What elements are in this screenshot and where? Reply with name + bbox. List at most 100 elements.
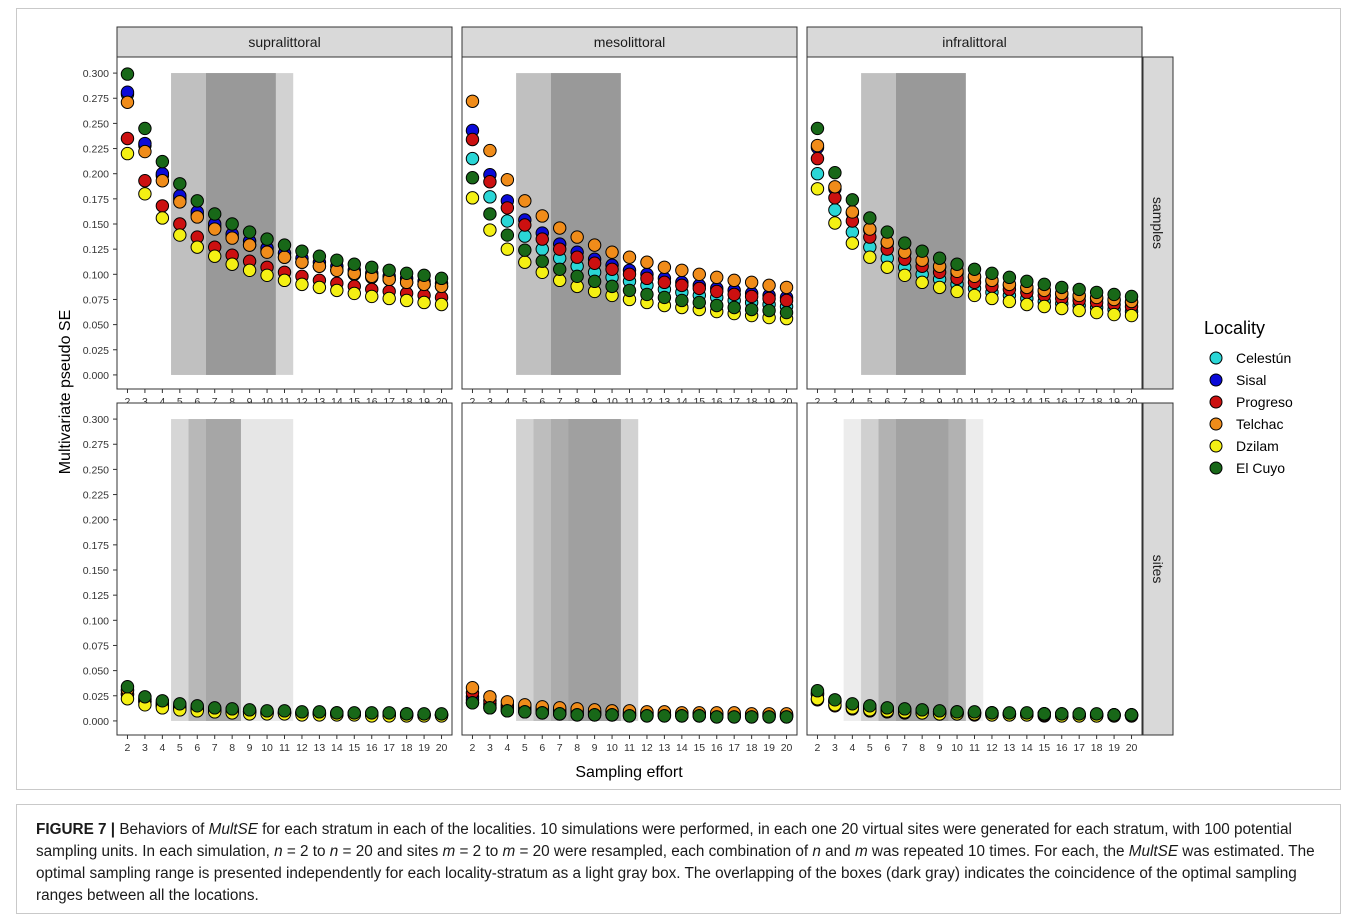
x-tick-label: 14 <box>676 742 688 754</box>
point-el-cuyo <box>915 244 929 258</box>
point-progreso <box>675 278 689 293</box>
point-el-cuyo <box>898 236 912 250</box>
x-tick-label: 15 <box>693 396 705 408</box>
y-tick-label: 0.175 <box>83 540 109 552</box>
point-telchac <box>710 270 724 285</box>
facet-label: mesolittoral <box>594 34 666 50</box>
x-tick-label: 6 <box>194 742 200 754</box>
y-tick-label: 0.150 <box>83 565 109 577</box>
point-el-cuyo <box>1107 287 1121 302</box>
x-tick-label: 4 <box>159 742 165 754</box>
legend-key <box>1209 373 1223 387</box>
caption-text: = 20 and sites <box>338 843 443 860</box>
x-tick-label: 2 <box>470 396 476 408</box>
x-tick-label: 15 <box>348 742 360 754</box>
point-el-cuyo <box>347 257 361 271</box>
x-tick-label: 20 <box>436 742 448 754</box>
point-telchac <box>587 238 602 252</box>
point-el-cuyo <box>727 300 741 315</box>
y-tick-label: 0.275 <box>83 93 109 105</box>
point-el-cuyo <box>985 706 999 720</box>
point-el-cuyo <box>500 228 515 242</box>
point-progreso <box>535 232 549 246</box>
caption-text: was repeated 10 times. For each, the <box>867 843 1129 860</box>
x-tick-label: 10 <box>261 742 273 754</box>
point-el-cuyo <box>880 701 894 715</box>
facet-strip-samples <box>1142 56 1174 390</box>
point-el-cuyo <box>622 709 637 723</box>
point-dzilam <box>810 182 825 196</box>
point-el-cuyo <box>692 295 706 310</box>
point-dzilam <box>434 297 449 312</box>
points <box>120 67 449 312</box>
x-tick-label: 17 <box>1073 742 1085 754</box>
point-el-cuyo <box>365 260 379 274</box>
point-el-cuyo <box>932 704 947 718</box>
x-tick-label: 15 <box>1038 742 1050 754</box>
point-el-cuyo <box>399 707 414 721</box>
point-dzilam <box>1055 301 1069 316</box>
point-el-cuyo <box>277 238 292 252</box>
point-el-cuyo <box>535 254 549 268</box>
point-el-cuyo <box>810 684 825 698</box>
point-telchac <box>277 250 292 264</box>
y-tick-label: 0.025 <box>83 345 109 357</box>
point-telchac <box>640 255 654 269</box>
y-tick-label: 0.275 <box>83 439 109 451</box>
x-tick-label: 14 <box>676 396 688 408</box>
caption-var: m <box>502 843 516 860</box>
x-tick-label: 8 <box>574 742 580 754</box>
x-tick-label: 2 <box>470 742 476 754</box>
point-dzilam <box>242 263 257 277</box>
point-el-cuyo <box>727 710 741 724</box>
point-el-cuyo <box>762 710 776 724</box>
point-el-cuyo <box>710 710 724 724</box>
point-telchac <box>518 194 532 208</box>
point-el-cuyo <box>1089 707 1104 721</box>
point-progreso <box>173 217 187 231</box>
x-tick-label: 6 <box>884 742 890 754</box>
facet-label: sites <box>1150 555 1166 584</box>
point-telchac <box>779 280 794 295</box>
y-tick-label: 0.300 <box>83 68 109 80</box>
x-tick-label: 4 <box>849 396 855 408</box>
point-el-cuyo <box>330 253 344 267</box>
point-el-cuyo <box>1124 289 1139 304</box>
point-el-cuyo <box>950 257 964 271</box>
point-telchac <box>138 144 152 159</box>
x-tick-label: 3 <box>832 396 838 408</box>
point-el-cuyo <box>605 708 619 722</box>
point-dzilam <box>950 284 964 299</box>
x-tick-label: 8 <box>919 396 925 408</box>
point-el-cuyo <box>950 705 964 719</box>
point-dzilam <box>208 249 222 263</box>
point-progreso <box>828 191 842 205</box>
point-telchac <box>828 180 842 194</box>
x-tick-label: 3 <box>142 396 148 408</box>
caption-var: n <box>274 843 283 860</box>
point-telchac <box>190 210 204 224</box>
point-progreso <box>605 262 619 276</box>
point-dzilam <box>828 216 842 230</box>
y-tick-label: 0.175 <box>83 194 109 206</box>
point-telchac <box>242 238 257 252</box>
point-el-cuyo <box>312 705 327 719</box>
x-tick-label: 17 <box>383 742 395 754</box>
point-el-cuyo <box>898 702 912 716</box>
point-el-cuyo <box>570 269 584 284</box>
x-tick-label: 10 <box>951 742 963 754</box>
x-tick-label: 18 <box>746 396 758 408</box>
point-el-cuyo <box>347 706 361 720</box>
facet-strip-mesolittoral <box>461 26 798 58</box>
x-tick-label: 14 <box>1021 396 1033 408</box>
point-celest-n <box>500 214 515 228</box>
point-dzilam <box>465 191 480 205</box>
point-progreso <box>762 291 776 306</box>
point-progreso <box>640 271 654 286</box>
point-el-cuyo <box>242 225 257 239</box>
x-tick-label: 15 <box>348 396 360 408</box>
point-el-cuyo <box>587 274 602 289</box>
point-el-cuyo <box>190 699 204 713</box>
point-dzilam <box>1089 305 1104 320</box>
x-axis-title: Sampling effort <box>575 764 683 781</box>
